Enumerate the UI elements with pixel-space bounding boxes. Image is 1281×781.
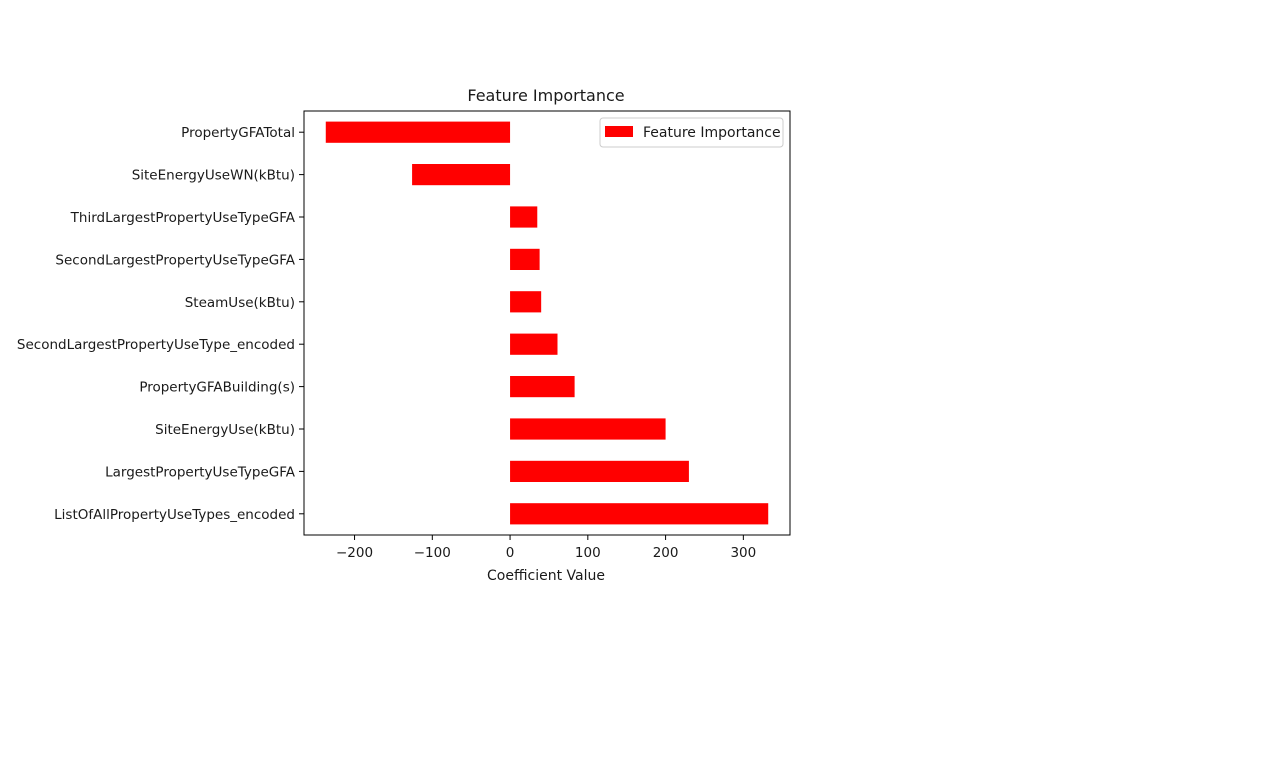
category-label: SiteEnergyUse(kBtu) [155, 422, 295, 438]
bar-9 [510, 460, 689, 482]
bar-10 [510, 503, 769, 525]
category-label: LargestPropertyUseTypeGFA [105, 464, 296, 480]
category-label: ThirdLargestPropertyUseTypeGFA [70, 210, 296, 226]
x-tick-label: −100 [414, 545, 451, 561]
legend-box [599, 117, 784, 148]
x-tick-label: 100 [575, 545, 601, 561]
legend-label: Feature Importance [643, 125, 781, 141]
bar-1 [325, 121, 511, 143]
bar-3 [510, 206, 538, 228]
legend: Feature Importance [599, 117, 784, 148]
category-label: PropertyGFATotal [181, 125, 295, 141]
bar-7 [510, 376, 575, 398]
bar-6 [510, 333, 558, 355]
chart-title: Feature Importance [467, 86, 624, 105]
x-axis-ticks: −200 −100 0 100 200 300 [336, 535, 756, 561]
x-axis-label: Coefficient Value [487, 568, 605, 584]
category-label: SecondLargestPropertyUseType_encoded [17, 337, 295, 353]
plot-frame [303, 110, 791, 536]
bar-2 [412, 164, 511, 186]
bar-5 [510, 291, 542, 313]
category-label: ListOfAllPropertyUseTypes_encoded [54, 507, 295, 523]
x-tick-label: 300 [730, 545, 756, 561]
x-tick-label: 0 [506, 545, 515, 561]
category-label: SiteEnergyUseWN(kBtu) [132, 168, 295, 184]
bar-8 [510, 418, 666, 440]
category-labels: PropertyGFATotal SiteEnergyUseWN(kBtu) Thi… [17, 125, 304, 523]
bars-group [325, 121, 769, 525]
x-tick-label: 200 [653, 545, 679, 561]
category-label: SecondLargestPropertyUseTypeGFA [55, 252, 295, 268]
category-label: SteamUse(kBtu) [185, 295, 295, 311]
category-label: PropertyGFABuilding(s) [139, 380, 295, 396]
legend-swatch [605, 126, 633, 137]
bar-4 [510, 248, 540, 270]
x-tick-label: −200 [336, 545, 373, 561]
